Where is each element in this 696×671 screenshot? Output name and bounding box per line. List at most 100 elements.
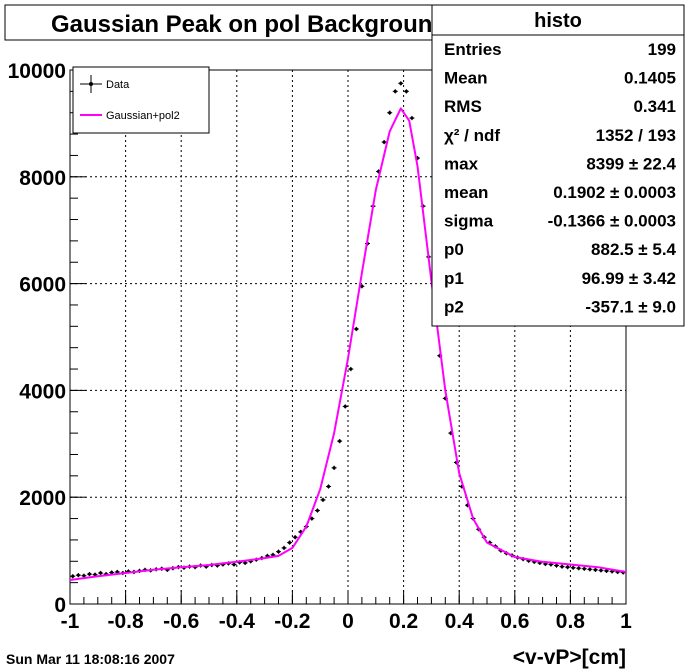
data-point bbox=[287, 540, 293, 545]
stats-box-title: histo bbox=[534, 10, 582, 32]
x-axis: -1 -0.8 -0.6 -0.4 -0.2 0 0.2 0.4 0.6 0.8 1 bbox=[61, 590, 632, 633]
y-tick-label: 2000 bbox=[19, 487, 66, 510]
marker bbox=[315, 508, 320, 513]
stats-label: χ² / ndf bbox=[444, 126, 500, 145]
data-point bbox=[342, 404, 348, 409]
grid bbox=[70, 70, 626, 604]
marker bbox=[404, 89, 408, 93]
data-point bbox=[409, 115, 415, 121]
marker bbox=[588, 567, 592, 571]
marker bbox=[571, 566, 575, 570]
stats-label: p1 bbox=[444, 269, 464, 288]
x-tick-label: 0 bbox=[342, 610, 354, 633]
data-point bbox=[381, 139, 387, 145]
data-point bbox=[392, 89, 398, 94]
y-tick-label: 0 bbox=[54, 594, 66, 617]
marker bbox=[604, 569, 609, 573]
marker bbox=[293, 535, 297, 539]
marker bbox=[582, 567, 586, 571]
x-tick-label: 0.2 bbox=[389, 610, 418, 633]
marker bbox=[276, 550, 281, 554]
y-tick-label: 6000 bbox=[19, 274, 66, 297]
marker bbox=[338, 439, 342, 443]
y-tick-label: 4000 bbox=[19, 380, 66, 403]
marker bbox=[410, 116, 414, 120]
stats-value: 1352 / 193 bbox=[596, 126, 676, 145]
marker bbox=[343, 404, 347, 409]
data-point bbox=[353, 326, 359, 332]
y-tick-label: 10000 bbox=[8, 60, 66, 83]
stats-value: 8399 ± 22.4 bbox=[586, 154, 676, 173]
stats-value: -357.1 ± 9.0 bbox=[585, 297, 676, 316]
marker bbox=[71, 574, 75, 578]
marker bbox=[243, 561, 247, 565]
data-point bbox=[337, 438, 343, 444]
marker bbox=[98, 571, 103, 575]
marker bbox=[349, 367, 353, 371]
data-point bbox=[75, 573, 81, 578]
x-tick-label: -1 bbox=[61, 610, 80, 633]
marker bbox=[577, 566, 581, 570]
marker bbox=[388, 111, 392, 115]
marker bbox=[115, 570, 119, 574]
stats-value: 882.5 ± 5.4 bbox=[591, 240, 676, 259]
stats-value: 0.1902 ± 0.0003 bbox=[553, 183, 676, 202]
title-box bbox=[4, 4, 495, 41]
marker bbox=[282, 546, 286, 550]
marker bbox=[76, 573, 80, 577]
x-tick-label: -0.4 bbox=[219, 610, 256, 633]
legend-box bbox=[72, 66, 210, 134]
timestamp: Sun Mar 11 18:08:16 2007 bbox=[6, 651, 175, 667]
marker bbox=[354, 327, 358, 331]
stats-value: 96.99 ± 3.42 bbox=[582, 269, 676, 288]
marker bbox=[360, 284, 364, 288]
x-tick-label: -0.2 bbox=[274, 610, 310, 633]
stats-value: 0.1405 bbox=[624, 69, 676, 88]
data-point bbox=[98, 570, 104, 576]
data-point bbox=[70, 574, 76, 579]
x-tick-label: 0.6 bbox=[500, 610, 529, 633]
marker bbox=[110, 570, 114, 575]
data-point bbox=[86, 571, 92, 577]
stats-value: -0.1366 ± 0.0003 bbox=[548, 212, 676, 231]
marker bbox=[93, 573, 97, 577]
marker bbox=[599, 568, 603, 572]
legend-label-fit: Gaussian+pol2 bbox=[106, 110, 180, 122]
data-point bbox=[331, 465, 337, 470]
fit-curve bbox=[69, 107, 627, 581]
data-point bbox=[576, 566, 582, 571]
x-tick-label: -0.8 bbox=[108, 610, 145, 633]
legend-label-data: Data bbox=[106, 79, 130, 91]
marker bbox=[399, 81, 403, 85]
marker bbox=[288, 540, 292, 545]
data-point bbox=[581, 566, 587, 571]
marker bbox=[87, 572, 92, 576]
data-point bbox=[314, 508, 320, 513]
marker bbox=[382, 140, 386, 144]
stats-label: RMS bbox=[444, 97, 482, 116]
marker bbox=[332, 466, 336, 470]
data-point bbox=[598, 568, 604, 573]
data-point bbox=[387, 110, 393, 115]
x-tick-label: 0.4 bbox=[445, 610, 475, 633]
stats-label: sigma bbox=[444, 212, 494, 231]
data-point bbox=[398, 81, 404, 86]
marker bbox=[326, 484, 331, 489]
marker bbox=[321, 498, 325, 502]
data-point bbox=[565, 565, 571, 570]
data-point bbox=[570, 565, 576, 570]
marker bbox=[393, 89, 397, 93]
data-point bbox=[348, 366, 354, 372]
marker bbox=[310, 516, 314, 521]
legend-item-data: Data bbox=[80, 75, 130, 93]
data-point bbox=[403, 89, 409, 94]
marker bbox=[593, 568, 598, 572]
stats-box: histo Entries 199 Mean 0.1405 RMS 0.341 χ² / n… bbox=[431, 4, 685, 327]
data-point bbox=[592, 567, 598, 572]
data-point bbox=[281, 545, 287, 551]
data-point bbox=[276, 549, 281, 554]
stats-label: max bbox=[444, 154, 479, 173]
marker bbox=[232, 562, 236, 567]
stats-label: p0 bbox=[444, 240, 464, 259]
